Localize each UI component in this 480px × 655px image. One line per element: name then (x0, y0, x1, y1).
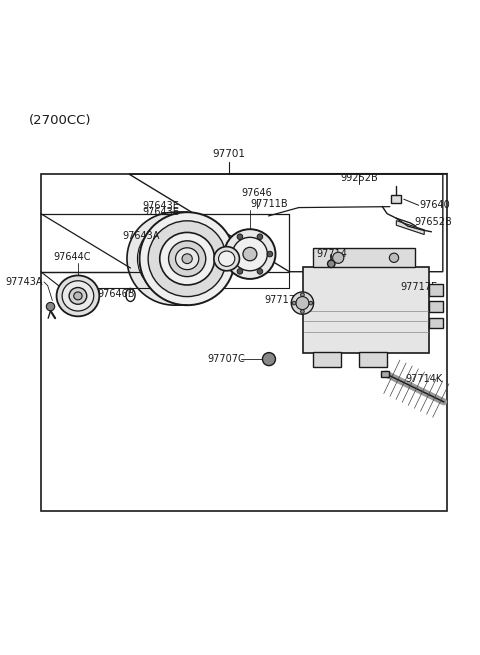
Polygon shape (396, 221, 424, 234)
Ellipse shape (224, 229, 276, 279)
Circle shape (47, 303, 55, 310)
Bar (429, 284, 443, 296)
Text: 97717F: 97717F (264, 295, 300, 305)
Text: 97707C: 97707C (208, 354, 246, 364)
Text: 97643E: 97643E (142, 207, 179, 217)
Bar (381, 371, 389, 377)
Bar (391, 195, 401, 204)
Circle shape (389, 253, 399, 263)
Circle shape (292, 301, 296, 305)
Ellipse shape (176, 248, 199, 270)
Text: 97640: 97640 (420, 200, 450, 210)
Text: 97714: 97714 (317, 249, 348, 259)
Circle shape (333, 252, 344, 263)
Circle shape (263, 352, 276, 365)
Bar (429, 301, 443, 312)
Text: 97652B: 97652B (414, 217, 452, 227)
Circle shape (257, 234, 263, 240)
Bar (312, 352, 340, 367)
Text: 97714K: 97714K (406, 373, 443, 384)
Text: (2700CC): (2700CC) (29, 114, 92, 126)
Circle shape (309, 301, 312, 305)
Ellipse shape (296, 297, 309, 310)
Ellipse shape (218, 251, 235, 267)
Text: 97711B: 97711B (251, 199, 288, 209)
Circle shape (237, 269, 243, 274)
Text: 99252B: 99252B (340, 174, 378, 183)
Circle shape (300, 310, 304, 313)
Ellipse shape (74, 292, 82, 300)
Bar (312, 248, 415, 267)
Ellipse shape (148, 221, 226, 297)
Bar (359, 352, 387, 367)
Circle shape (300, 293, 304, 297)
Text: 97643E: 97643E (142, 200, 179, 211)
Bar (303, 267, 429, 353)
Text: 97646B: 97646B (98, 290, 135, 299)
Text: 97701: 97701 (213, 149, 245, 159)
Text: 97717E: 97717E (400, 282, 437, 292)
Ellipse shape (243, 248, 257, 261)
Text: 97643A: 97643A (123, 231, 160, 241)
Bar (41, 174, 447, 511)
Ellipse shape (57, 276, 99, 316)
Circle shape (267, 252, 273, 257)
Ellipse shape (168, 241, 206, 276)
Ellipse shape (160, 233, 215, 285)
Ellipse shape (214, 247, 240, 271)
Text: 97743A: 97743A (6, 277, 43, 287)
Circle shape (237, 234, 243, 240)
Ellipse shape (69, 288, 87, 305)
Ellipse shape (140, 212, 235, 305)
Ellipse shape (137, 223, 212, 295)
Bar (429, 318, 443, 328)
Text: 97644C: 97644C (53, 252, 91, 263)
Circle shape (257, 269, 263, 274)
Ellipse shape (62, 281, 94, 311)
Circle shape (327, 260, 335, 267)
Circle shape (227, 252, 233, 257)
Ellipse shape (182, 254, 192, 263)
Text: 97646: 97646 (241, 188, 272, 198)
Ellipse shape (232, 237, 267, 271)
Ellipse shape (291, 292, 313, 314)
Ellipse shape (127, 212, 222, 305)
